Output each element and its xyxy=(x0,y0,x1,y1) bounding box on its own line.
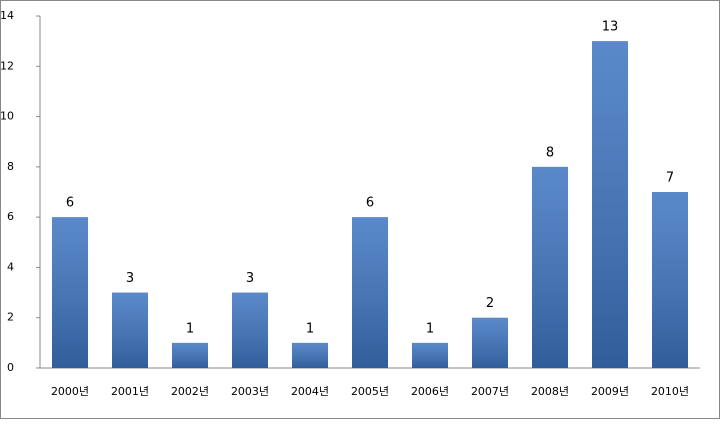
y-tick-label: 8 xyxy=(7,160,14,173)
x-tick-label: 2002년 xyxy=(171,385,209,398)
bar-shade xyxy=(292,342,328,368)
bar-shade xyxy=(652,192,688,368)
data-label: 7 xyxy=(666,171,674,186)
data-label: 3 xyxy=(246,271,254,286)
y-tick-label: 4 xyxy=(7,260,14,273)
bar-shade xyxy=(472,317,508,368)
x-tick-label: 2001년 xyxy=(111,385,149,398)
bar-shade xyxy=(232,292,268,368)
x-tick-label: 2003년 xyxy=(231,385,269,398)
data-label: 1 xyxy=(426,321,434,336)
y-tick-label: 2 xyxy=(7,311,14,324)
bar-shade xyxy=(592,41,628,369)
y-tick-label: 0 xyxy=(7,361,14,374)
data-label: 13 xyxy=(602,20,619,35)
data-label: 1 xyxy=(306,321,314,336)
y-tick-label: 6 xyxy=(7,210,14,223)
data-label: 3 xyxy=(126,271,134,286)
data-label: 1 xyxy=(186,321,194,336)
bar-shade xyxy=(112,292,148,368)
bar-shade xyxy=(52,217,88,368)
x-tick-label: 2004년 xyxy=(291,385,329,398)
bar-shade xyxy=(532,166,568,368)
bar-shade xyxy=(352,217,388,368)
data-label: 8 xyxy=(546,145,554,160)
bar-shade xyxy=(172,342,208,368)
data-label: 6 xyxy=(366,196,374,211)
x-tick-label: 2010년 xyxy=(651,385,689,398)
x-tick-label: 2007년 xyxy=(471,385,509,398)
y-tick-label: 10 xyxy=(0,110,14,123)
y-tick-label: 12 xyxy=(0,59,14,72)
x-tick-label: 2009년 xyxy=(591,385,629,398)
x-tick-label: 2006년 xyxy=(411,385,449,398)
x-tick-label: 2008년 xyxy=(531,385,569,398)
data-label: 6 xyxy=(66,196,74,211)
y-tick-label: 14 xyxy=(0,9,14,22)
x-tick-label: 2000년 xyxy=(51,385,89,398)
bar-shade xyxy=(412,342,448,368)
data-label: 2 xyxy=(486,296,494,311)
x-tick-label: 2005년 xyxy=(351,385,389,398)
